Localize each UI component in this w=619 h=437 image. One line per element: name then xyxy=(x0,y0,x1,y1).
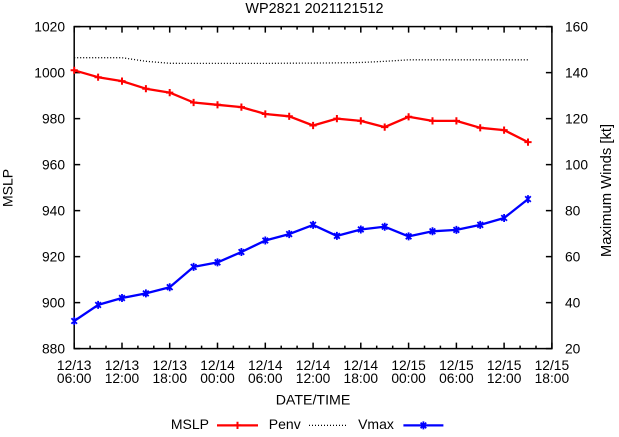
svg-text:12/15: 12/15 xyxy=(439,358,474,373)
svg-text:60: 60 xyxy=(565,250,581,265)
svg-text:12/13: 12/13 xyxy=(57,358,92,373)
svg-text:MSLP: MSLP xyxy=(171,416,209,432)
svg-text:1020: 1020 xyxy=(34,20,65,35)
svg-text:12:00: 12:00 xyxy=(296,371,331,386)
svg-text:980: 980 xyxy=(42,112,65,127)
svg-text:18:00: 18:00 xyxy=(535,371,570,386)
svg-text:WP2821 2021121512: WP2821 2021121512 xyxy=(245,1,383,17)
svg-text:18:00: 18:00 xyxy=(344,371,379,386)
svg-text:06:00: 06:00 xyxy=(439,371,474,386)
svg-text:Vmax: Vmax xyxy=(358,416,394,432)
svg-text:18:00: 18:00 xyxy=(152,371,187,386)
svg-text:MSLP: MSLP xyxy=(0,169,16,207)
svg-text:12/13: 12/13 xyxy=(152,358,187,373)
svg-text:120: 120 xyxy=(565,112,588,127)
svg-text:00:00: 00:00 xyxy=(391,371,426,386)
svg-text:Maximum Winds [kt]: Maximum Winds [kt] xyxy=(599,124,615,257)
svg-text:140: 140 xyxy=(565,66,588,81)
svg-text:80: 80 xyxy=(565,204,581,219)
svg-text:960: 960 xyxy=(42,158,65,173)
svg-text:Penv: Penv xyxy=(269,416,301,432)
svg-text:12/15: 12/15 xyxy=(535,358,570,373)
svg-text:12/13: 12/13 xyxy=(105,358,140,373)
svg-text:12:00: 12:00 xyxy=(487,371,522,386)
svg-text:00:00: 00:00 xyxy=(200,371,235,386)
svg-text:12/14: 12/14 xyxy=(344,358,379,373)
svg-text:06:00: 06:00 xyxy=(248,371,283,386)
svg-text:DATE/TIME: DATE/TIME xyxy=(276,393,351,409)
svg-text:900: 900 xyxy=(42,296,65,311)
svg-text:40: 40 xyxy=(565,296,581,311)
svg-text:12/14: 12/14 xyxy=(296,358,331,373)
svg-text:06:00: 06:00 xyxy=(57,371,92,386)
svg-text:880: 880 xyxy=(42,342,65,357)
svg-text:20: 20 xyxy=(565,342,581,357)
svg-text:160: 160 xyxy=(565,20,588,35)
svg-text:100: 100 xyxy=(565,158,588,173)
svg-text:940: 940 xyxy=(42,204,65,219)
svg-text:920: 920 xyxy=(42,250,65,265)
svg-text:12/15: 12/15 xyxy=(487,358,522,373)
svg-text:12:00: 12:00 xyxy=(105,371,140,386)
svg-text:12/15: 12/15 xyxy=(391,358,426,373)
svg-text:1000: 1000 xyxy=(34,66,65,81)
svg-text:12/14: 12/14 xyxy=(200,358,235,373)
svg-text:12/14: 12/14 xyxy=(248,358,283,373)
